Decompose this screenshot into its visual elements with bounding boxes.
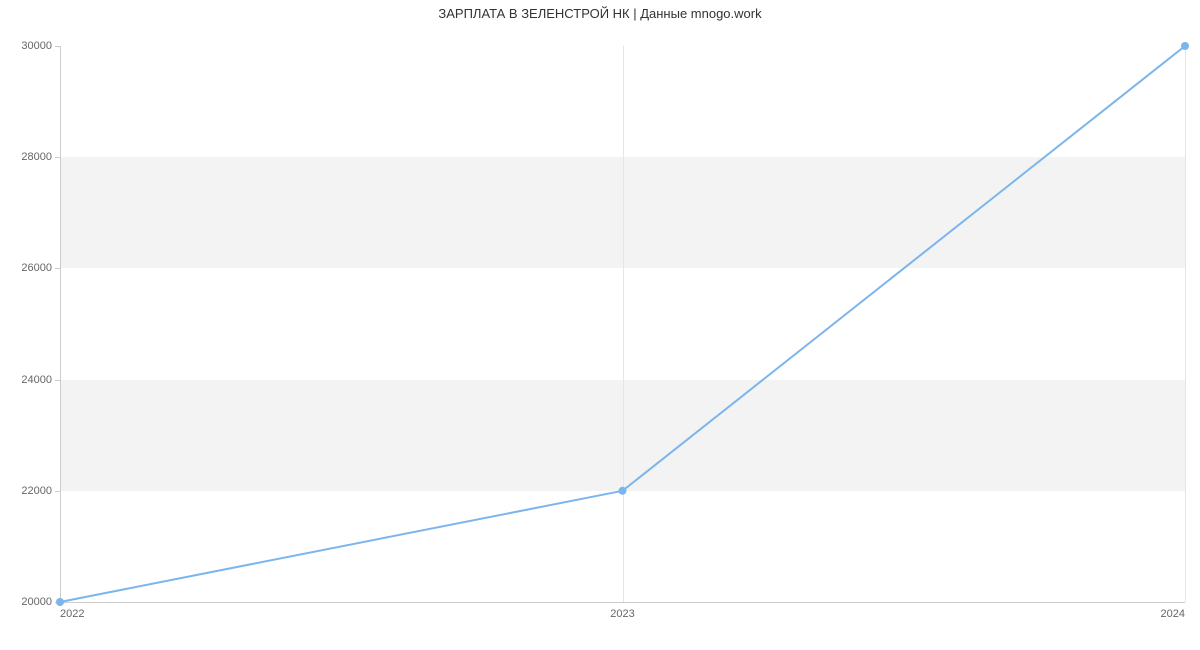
salary-line-chart: ЗАРПЛАТА В ЗЕЛЕНСТРОЙ НК | Данные mnogo.… <box>0 0 1200 650</box>
gridline-vertical <box>1185 46 1186 602</box>
x-tick-label: 2023 <box>610 602 634 620</box>
plot-area: 2000022000240002600028000300002022202320… <box>60 46 1185 602</box>
y-tick-label: 20000 <box>21 596 60 608</box>
y-tick-label: 26000 <box>21 262 60 274</box>
chart-title: ЗАРПЛАТА В ЗЕЛЕНСТРОЙ НК | Данные mnogo.… <box>0 6 1200 21</box>
data-point[interactable] <box>1181 42 1189 50</box>
x-tick-label: 2024 <box>1161 602 1185 620</box>
data-point[interactable] <box>619 487 627 495</box>
y-tick-label: 30000 <box>21 40 60 52</box>
y-tick-label: 24000 <box>21 374 60 386</box>
data-point[interactable] <box>56 598 64 606</box>
series-layer <box>60 46 1185 602</box>
y-tick-label: 22000 <box>21 485 60 497</box>
x-tick-label: 2022 <box>60 602 84 620</box>
series-line <box>60 46 1185 602</box>
y-tick-label: 28000 <box>21 151 60 163</box>
